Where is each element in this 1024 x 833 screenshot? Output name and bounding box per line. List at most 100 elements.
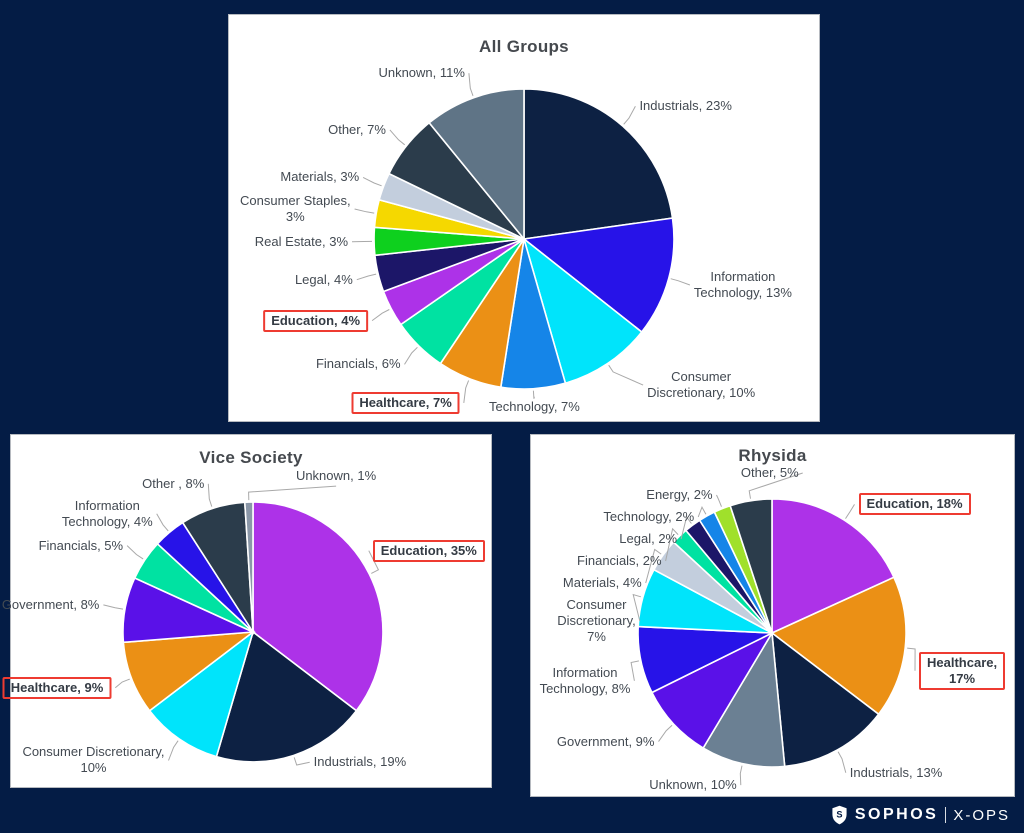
chart-title-rhysida: Rhysida [738, 446, 807, 465]
sophos-xops-logo: S SOPHOS X-OPS [831, 805, 1010, 825]
logo-separator [945, 807, 947, 823]
pie-svg [630, 472, 916, 786]
pie-slice-consumer-discretionary [522, 236, 643, 385]
slice-label-technology: Technology, 2% [603, 509, 695, 524]
pie-slice-healthcare [770, 576, 907, 716]
pie-slice-industrials [771, 631, 880, 768]
slice-label-unknown: Unknown, 10% [649, 777, 737, 793]
pie-slice-unknown [702, 630, 786, 768]
label-leader-line [103, 604, 124, 610]
label-leader-line [248, 485, 337, 501]
slice-label-financials: Financials, 5% [38, 537, 124, 553]
slice-label-legal: Legal, 2% [619, 531, 678, 546]
label-leader-line [845, 504, 855, 519]
label-leader-line [630, 660, 640, 681]
xops-division-text: X-OPS [953, 806, 1010, 824]
label-leader-line [658, 724, 673, 742]
slice-label-information-technology: Information Technology, 4% [61, 497, 153, 529]
label-leader-line [697, 506, 707, 518]
label-leader-line [126, 545, 144, 560]
label-leader-line [404, 346, 418, 365]
label-leader-line [207, 483, 213, 507]
slice-label-consumer-discretionary: Consumer Discretionary, 7% [557, 597, 636, 644]
pie-slice-unknown [428, 88, 525, 242]
pie-slice-information-technology [522, 217, 675, 334]
sophos-shield-icon: S [832, 805, 847, 825]
pie-slice-unknown [243, 501, 254, 633]
slice-label-education: Education, 35% [372, 539, 485, 562]
label-leader-line [114, 678, 130, 689]
pie-chart-rhysida: Education, 18% Healthcare, 17% Industrials,… [531, 435, 1014, 796]
label-leader-line [356, 273, 377, 281]
label-leader-line [665, 527, 679, 562]
chart-title-all-groups: All Groups [479, 37, 569, 56]
label-leader-line [368, 550, 380, 574]
slice-label-consumer-discretionary: Consumer Discretionary, 10% [647, 369, 756, 401]
slice-label-industrials: Industrials, 13% [849, 764, 943, 780]
label-leader-line [716, 494, 722, 507]
slice-label-unknown: Unknown, 11% [378, 65, 465, 81]
pie-slice-other [729, 498, 773, 634]
pie-svg [103, 483, 384, 766]
slice-label-healthcare: Healthcare, 9% [2, 676, 112, 699]
slice-label-technology: Technology, 7% [489, 398, 580, 414]
pie-svg [351, 73, 691, 403]
label-leader-line [532, 390, 535, 399]
slice-label-materials: Materials, 4% [562, 575, 642, 590]
slice-label-other: Other , 8% [142, 475, 205, 491]
label-leader-line [389, 129, 406, 146]
slice-label-materials: Materials, 3% [280, 169, 360, 185]
label-leader-line [293, 757, 310, 766]
slice-label-information-technology: Information Technology, 8% [539, 664, 631, 696]
slice-label-real-estate: Real Estate, 3% [254, 233, 349, 249]
slice-label-government: Government, 9% [556, 733, 655, 749]
label-leader-line [362, 176, 382, 187]
label-leader-line [608, 364, 644, 386]
label-leader-line [645, 548, 662, 584]
pie-chart-vice-society: Education, 35% Industrials, 19% Consumer D… [2, 435, 491, 787]
label-leader-line [156, 513, 169, 532]
chart-card-rhysida: Rhysida Education, 18% Healthcare, 17% Indu… [530, 434, 1015, 797]
slice-label-financials: Financials, 6% [315, 356, 401, 372]
slice-label-unknown: Unknown, 1% [295, 468, 377, 484]
pie-chart-all-groups: Industrials, 23% Information Technology, 1… [229, 15, 819, 421]
slice-label-energy: Energy, 2% [646, 487, 713, 502]
pie-slice-industrials [523, 88, 674, 240]
label-leader-line [907, 647, 916, 671]
slice-label-education: Education, 18% [858, 493, 971, 516]
label-leader-line [680, 515, 692, 540]
slice-label-industrials: Industrials, 23% [639, 98, 732, 114]
slice-label-education: Education, 4% [263, 309, 369, 332]
label-leader-line [748, 472, 803, 499]
pie-slice-consumer-discretionary [148, 629, 255, 758]
label-leader-line [168, 740, 179, 761]
slice-label-healthcare: Healthcare, 17% [919, 651, 1006, 690]
label-leader-line [468, 73, 474, 96]
label-leader-line [354, 208, 375, 214]
label-leader-line [837, 751, 847, 773]
pie-slice-education [252, 501, 384, 712]
slice-label-consumer-discretionary: Consumer Discretionary, 10% [22, 744, 165, 776]
slice-label-healthcare: Healthcare, 7% [351, 391, 460, 414]
slice-label-other: Other, 7% [328, 121, 386, 137]
label-leader-line [371, 309, 390, 322]
slice-label-government: Government, 8% [1, 596, 100, 612]
label-leader-line [670, 278, 691, 286]
slice-label-industrials: Industrials, 19% [313, 754, 407, 770]
label-leader-line [463, 380, 470, 403]
label-leader-line [623, 105, 636, 125]
chart-title-vice-society: Vice Society [199, 448, 303, 467]
label-leader-line [632, 593, 642, 622]
pie-slice-industrials [215, 630, 358, 763]
slice-label-consumer-staples: Consumer Staples, 3% [240, 193, 351, 225]
chart-card-vice-society: Vice Society Education, 35% Industrials, … [2, 434, 492, 788]
slice-label-financials: Financials, 2% [577, 553, 662, 568]
slice-label-other: Other, 5% [740, 465, 799, 480]
slice-label-legal: Legal, 4% [294, 271, 353, 287]
label-leader-line [739, 765, 743, 786]
sophos-brand-text: SOPHOS [854, 806, 939, 823]
svg-text:S: S [836, 809, 842, 819]
slice-label-information-technology: Information Technology, 13% [693, 268, 792, 300]
chart-card-all-groups: All Groups Industrials, 23% Information Te… [228, 14, 820, 422]
